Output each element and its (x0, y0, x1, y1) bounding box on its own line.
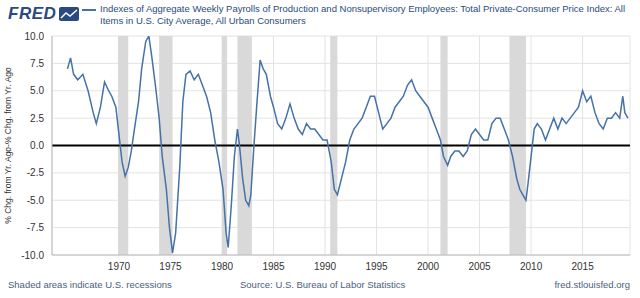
html-text:fred.stlouisfed.org: fred.stlouisfed.org (554, 279, 630, 290)
svg-text:7.5: 7.5 (30, 58, 44, 69)
html-text:Source: U.S. Bureau of Labor S: Source: U.S. Bureau of Labor Statistics (240, 279, 406, 290)
svg-text:2005: 2005 (468, 261, 491, 272)
svg-text:-10.0: -10.0 (21, 250, 44, 261)
svg-text:1995: 1995 (365, 261, 388, 272)
svg-text:-7.5: -7.5 (27, 222, 45, 233)
svg-text:% Chg. from Yr. Ago-% Chg. fro: % Chg. from Yr. Ago-% Chg. from Yr. Ago (8, 67, 13, 224)
svg-text:-2.5: -2.5 (27, 167, 45, 178)
svg-text:1975: 1975 (159, 261, 182, 272)
svg-text:1990: 1990 (314, 261, 337, 272)
html-text:Indexes of Aggregate Weekly Pa: Indexes of Aggregate Weekly Payrolls of … (100, 3, 626, 26)
html-text:FRED: FRED (8, 4, 57, 23)
svg-text:2010: 2010 (520, 261, 543, 272)
svg-text:5.0: 5.0 (30, 85, 44, 96)
html-text:Shaded areas indicate U.S. rec: Shaded areas indicate U.S. recessions (8, 279, 172, 290)
svg-text:1980: 1980 (211, 261, 234, 272)
svg-text:1970: 1970 (108, 261, 131, 272)
svg-text:0.0: 0.0 (30, 140, 44, 151)
svg-text:-5.0: -5.0 (27, 195, 45, 206)
svg-text:10.0: 10.0 (25, 31, 45, 42)
svg-text:2000: 2000 (417, 261, 440, 272)
svg-text:1985: 1985 (262, 261, 285, 272)
svg-text:2.5: 2.5 (30, 113, 44, 124)
svg-text:2015: 2015 (571, 261, 594, 272)
